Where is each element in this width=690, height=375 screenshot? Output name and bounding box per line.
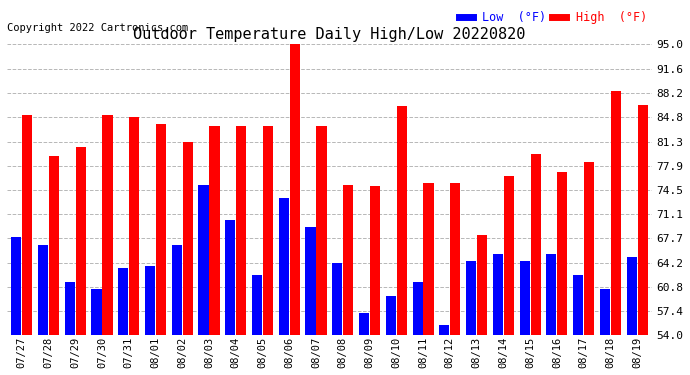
Bar	[183, 142, 193, 335]
Bar	[520, 261, 530, 335]
Bar	[38, 244, 48, 335]
Bar	[440, 325, 449, 335]
Title: Outdoor Temperature Daily High/Low 20220820: Outdoor Temperature Daily High/Low 20220…	[133, 27, 526, 42]
Text: Copyright 2022 Cartronics.com: Copyright 2022 Cartronics.com	[7, 23, 188, 33]
Bar	[172, 245, 182, 335]
Bar	[129, 117, 139, 335]
Bar	[91, 289, 101, 335]
Bar	[76, 147, 86, 335]
Bar	[600, 289, 610, 335]
Bar	[627, 257, 637, 335]
Bar	[343, 185, 353, 335]
Bar	[225, 220, 235, 335]
Bar	[118, 268, 128, 335]
Bar	[332, 263, 342, 335]
Bar	[22, 116, 32, 335]
Bar	[359, 313, 369, 335]
Bar	[466, 261, 476, 335]
Bar	[252, 275, 262, 335]
Bar	[413, 282, 423, 335]
Bar	[263, 126, 273, 335]
Bar	[611, 91, 621, 335]
Bar	[451, 183, 460, 335]
Bar	[145, 266, 155, 335]
Bar	[493, 254, 503, 335]
Bar	[504, 176, 514, 335]
Bar	[290, 45, 300, 335]
Bar	[209, 126, 219, 335]
Bar	[546, 254, 557, 335]
Bar	[306, 227, 315, 335]
Bar	[370, 186, 380, 335]
Bar	[477, 235, 487, 335]
Bar	[531, 154, 541, 335]
Bar	[11, 237, 21, 335]
Bar	[397, 106, 407, 335]
Bar	[199, 185, 208, 335]
Bar	[49, 156, 59, 335]
Bar	[386, 296, 396, 335]
Bar	[279, 198, 289, 335]
Bar	[558, 172, 567, 335]
Bar	[156, 124, 166, 335]
Bar	[317, 126, 326, 335]
Bar	[424, 183, 433, 335]
Bar	[236, 126, 246, 335]
Bar	[65, 282, 75, 335]
Bar	[102, 116, 112, 335]
Bar	[573, 275, 583, 335]
Bar	[584, 162, 594, 335]
Legend: Low  (°F), High  (°F): Low (°F), High (°F)	[454, 7, 652, 29]
Bar	[638, 105, 648, 335]
